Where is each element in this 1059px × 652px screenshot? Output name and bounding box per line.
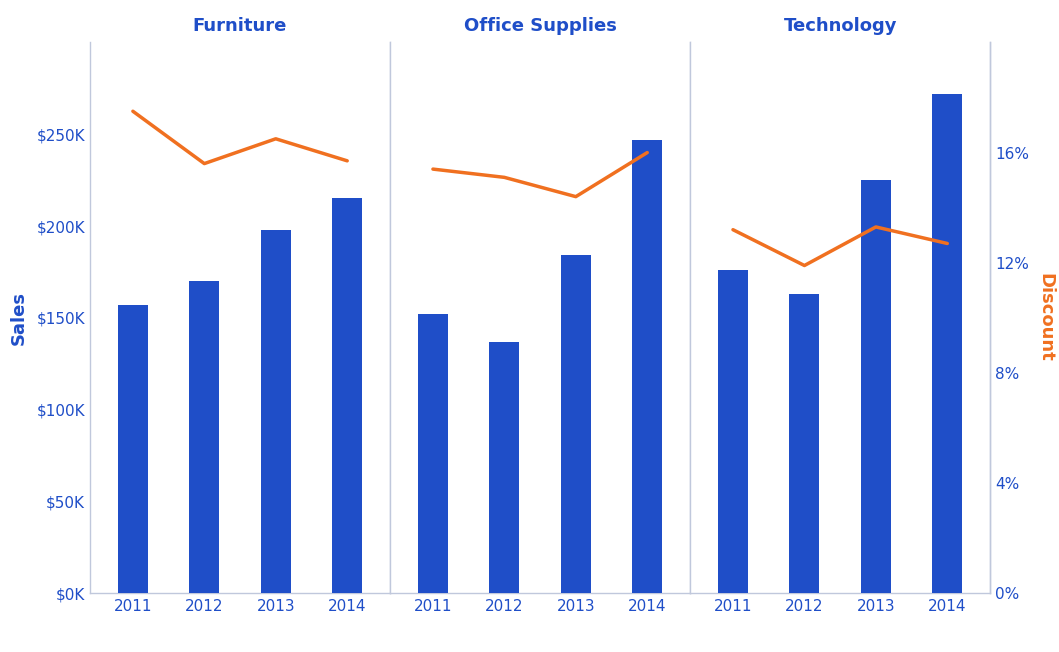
Y-axis label: Discount: Discount bbox=[1036, 273, 1054, 363]
Bar bbox=[861, 180, 891, 593]
Title: Furniture: Furniture bbox=[193, 17, 287, 35]
Title: Office Supplies: Office Supplies bbox=[464, 17, 616, 35]
Y-axis label: Sales: Sales bbox=[11, 291, 29, 345]
Bar bbox=[489, 342, 519, 593]
Bar bbox=[418, 314, 448, 593]
Title: Technology: Technology bbox=[784, 17, 897, 35]
Bar bbox=[932, 94, 963, 593]
Bar bbox=[118, 305, 148, 593]
Bar bbox=[333, 198, 362, 593]
Bar bbox=[789, 294, 820, 593]
Bar bbox=[632, 140, 662, 593]
Bar bbox=[261, 230, 291, 593]
Bar bbox=[561, 256, 591, 593]
Bar bbox=[718, 270, 748, 593]
Bar bbox=[190, 281, 219, 593]
